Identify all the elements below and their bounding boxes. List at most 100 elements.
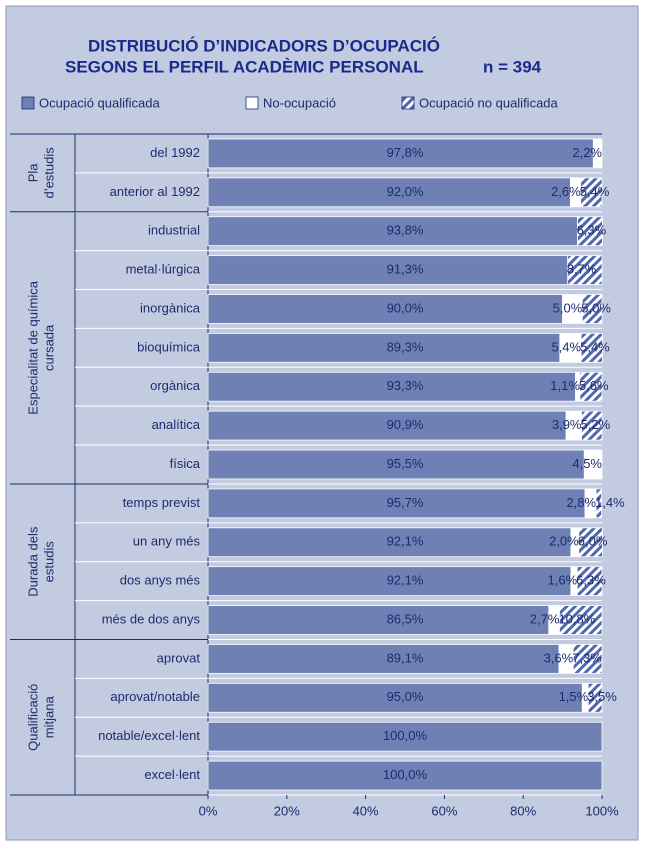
value-label: 92,0% [387,184,424,199]
value-label: 89,1% [387,650,424,665]
value-label: 7,3% [572,650,602,665]
bar-segment [572,644,603,674]
value-label: 90,0% [387,300,424,315]
group-label: Durada dels [25,526,40,597]
category-label: aprovat [157,650,201,665]
value-label: 10,8% [558,611,595,626]
bar-segment [587,682,603,713]
bar-segment [207,644,560,674]
value-label: 95,5% [387,456,424,471]
bar-segment [207,721,603,752]
bar-segment [581,294,603,324]
value-label: 2,8% [566,495,596,510]
value-label: 5,0% [581,300,611,315]
bar-segment [580,333,603,363]
value-label: 92,1% [387,534,424,549]
value-label: 1,1% [550,378,580,393]
category-label: industrial [148,223,200,238]
x-tick-label: 80% [510,803,536,818]
value-label: 3,9% [552,417,582,432]
value-label: 2,0% [549,534,579,549]
value-label: 89,3% [387,339,424,354]
value-label: 3,6% [544,650,574,665]
legend-swatch [245,96,259,110]
category-label: analítica [152,417,201,432]
value-label: 2,7% [530,611,560,626]
legend-swatch [401,96,415,110]
group-label: d’estudis [41,147,56,199]
value-label: 6,3% [577,223,607,238]
subtitle: n = 394 [483,57,542,76]
category-label: anterior al 1992 [110,184,200,199]
value-label: 5,2% [581,417,611,432]
bar-segment [577,216,603,247]
value-label: 95,0% [387,689,424,704]
category-label: física [170,456,201,471]
value-label: 1,6% [548,573,578,588]
bar-segment [578,527,603,558]
value-label: 5,0% [553,300,583,315]
title-line: DISTRIBUCIÓ D’INDICADORS D’OCUPACIÓ [88,36,440,55]
value-label: 86,5% [387,611,424,626]
category-label: notable/excel·lent [98,728,200,743]
bar-segment [207,760,603,791]
value-label: 95,7% [387,495,424,510]
x-tick-label: 100% [585,803,619,818]
category-label: aprovat/notable [110,689,200,704]
value-label: 6,3% [576,573,606,588]
bar-segment [567,255,603,285]
value-label: 100,0% [383,728,428,743]
value-label: 97,8% [387,145,424,160]
bar-segment [580,177,603,208]
value-label: 93,8% [387,223,424,238]
bar-segment [207,138,594,169]
value-label: 8,7% [567,262,597,277]
value-label: 5,4% [551,339,581,354]
legend-label: Ocupació qualificada [39,95,160,110]
value-label: 1,5% [559,689,589,704]
value-label: 1,4% [595,495,625,510]
category-label: més de dos anys [102,611,201,626]
group-label: mitjana [41,696,56,739]
bar-segment [595,488,603,519]
legend-label: Ocupació no qualificada [419,95,559,110]
category-label: temps previst [123,495,201,510]
value-label: 3,5% [587,689,617,704]
x-tick-label: 0% [199,803,218,818]
category-label: excel·lent [144,767,200,782]
category-label: dos anys més [120,573,201,588]
x-tick-label: 40% [353,803,379,818]
value-label: 5,4% [580,184,610,199]
bar-segment [207,371,577,402]
x-tick-label: 60% [431,803,457,818]
group-label: Pla [25,163,40,183]
legend-label: No-ocupació [263,95,336,110]
category-label: metal·lúrgica [126,262,201,277]
group-label: cursada [41,324,56,371]
value-label: 91,3% [387,262,424,277]
title-line: SEGONS EL PERFIL ACADÈMIC PERSONAL [65,57,424,76]
value-label: 90,9% [387,417,424,432]
group-label: Qualificació [25,684,40,751]
bar-segment [207,255,569,285]
bar-segment [207,605,550,635]
x-tick-label: 20% [274,803,300,818]
value-label: 5,6% [579,378,609,393]
bar-segment [207,682,583,713]
bar-segment [583,449,603,480]
bar-segment [207,294,564,324]
bar-segment [581,410,603,441]
legend-swatch [21,96,35,110]
category-label: inorgànica [140,300,201,315]
value-label: 2,6% [551,184,581,199]
group-label: Especialitat de química [25,280,40,414]
bar-segment [576,566,603,596]
category-label: un any més [133,534,201,549]
group-label: estudis [41,541,56,583]
value-label: 100,0% [383,767,428,782]
value-label: 6,0% [578,534,608,549]
category-label: del 1992 [150,145,200,160]
value-label: 92,1% [387,573,424,588]
bar-segment [207,216,578,247]
